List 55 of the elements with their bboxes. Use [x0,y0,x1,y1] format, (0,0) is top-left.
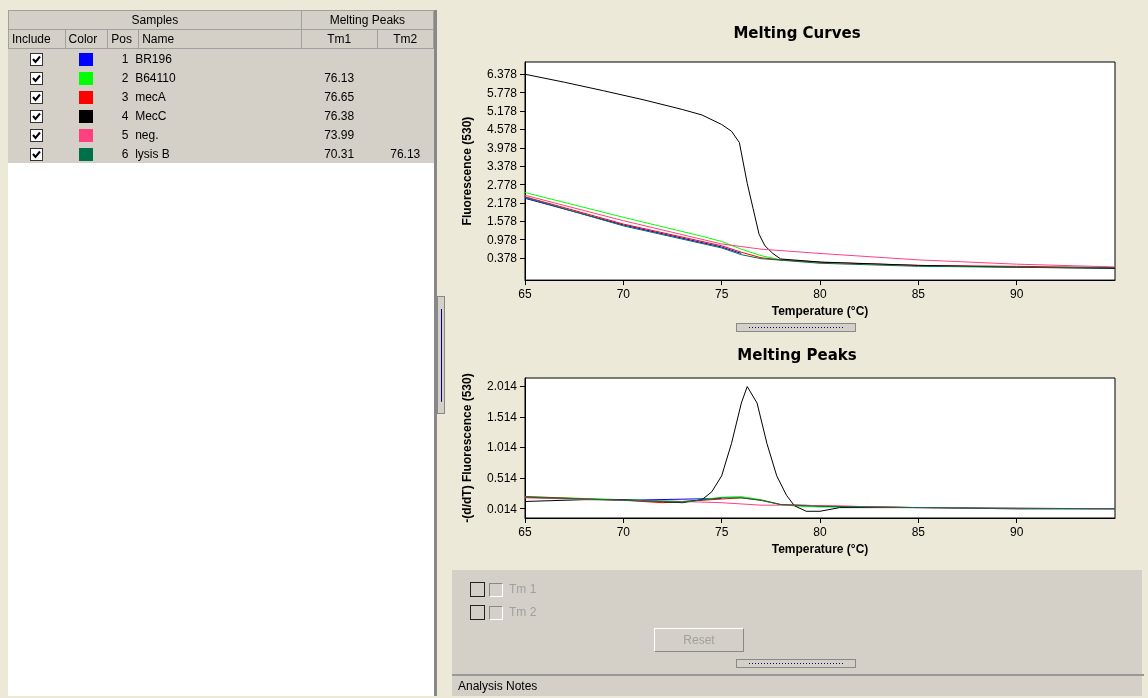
category-label: Name [138,29,302,49]
y-axis-title: Fluorescence (530) [460,116,474,226]
y-tick-label: 5.778 [486,85,518,100]
text: 1 BR196 [121,51,172,66]
text: 6 lysis B [121,146,170,161]
x-axis-title: Temperature (°C) [771,541,869,556]
y-tick-label: 1.578 [486,214,518,229]
x-tick-label: 70 [616,525,631,539]
text: 70.31 [324,146,355,161]
category-label: Pos [107,29,139,49]
text: 5 neg. [121,127,159,142]
text: 76.65 [324,89,355,104]
y-tick-label: 3.378 [486,159,518,174]
x-tick-label: 90 [1009,287,1024,302]
y-tick-label: 0.014 [486,501,518,516]
category-label: Tm2 [377,29,434,49]
y-tick-label: 0.978 [486,232,518,247]
category-label: Tm1 [301,29,378,49]
y-tick-label: 6.378 [486,67,518,82]
y-axis-title: -(d/dT) Fluorescence (530) [460,373,474,523]
category-label: Color [65,29,108,49]
y-tick-label: 2.778 [486,177,518,192]
y-tick-label: 2.014 [486,379,518,394]
x-tick-label: 75 [714,287,729,302]
y-tick-label: 0.378 [486,251,518,266]
x-tick-label: 85 [911,525,926,539]
text: Samples [8,10,302,30]
chart-title: Melting Curves [733,23,861,42]
x-tick-label: 80 [813,287,827,302]
x-tick-label: 65 [518,525,532,539]
text: 76.13 [390,146,421,161]
x-tick-label: 80 [813,525,827,539]
text: Melting Peaks [301,10,434,30]
text: 4 MecC [121,108,167,123]
x-tick-label: 90 [1009,525,1024,539]
text: 76.38 [324,108,355,123]
x-tick-label: 65 [518,287,532,302]
category-label: Include [8,29,66,49]
text: 76.13 [324,70,355,85]
y-tick-label: 0.514 [486,471,518,486]
y-tick-label: 3.978 [486,140,518,155]
y-tick-label: 1.514 [486,409,518,424]
y-tick-label: 1.014 [486,440,518,455]
x-tick-label: 75 [714,525,729,539]
x-tick-label: 85 [911,287,926,302]
x-axis-title: Temperature (°C) [771,304,869,318]
text: Analysis Notes [452,674,1144,696]
y-tick-label: 2.178 [486,195,518,210]
text: 3 mecA [121,89,166,104]
text: 2 B64110 [121,70,176,85]
y-tick-label: 4.578 [486,122,518,137]
chart-title: Melting Peaks [737,345,857,364]
x-tick-label: 70 [616,287,631,302]
text: 73.99 [324,127,355,142]
y-tick-label: 5.178 [486,104,518,119]
